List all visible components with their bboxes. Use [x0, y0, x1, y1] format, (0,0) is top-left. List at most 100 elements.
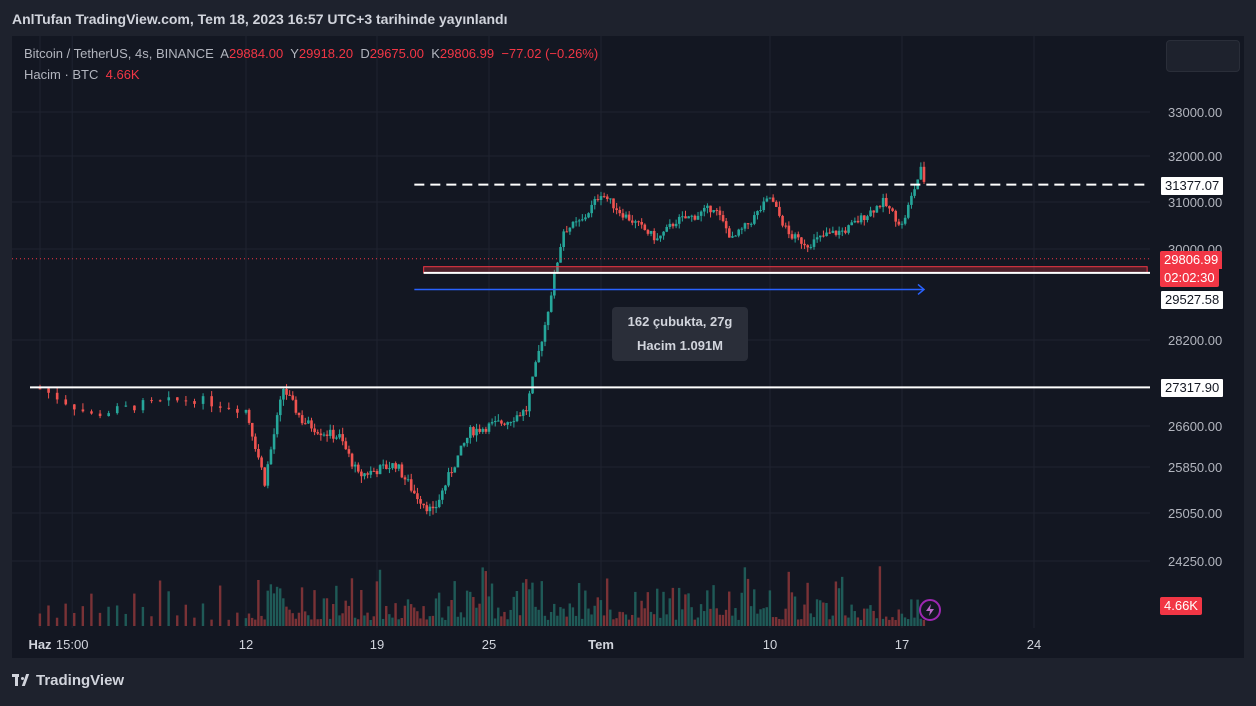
volume-bar [659, 617, 662, 626]
candle-body [481, 428, 485, 432]
volume-bar [465, 590, 469, 626]
candle-body [790, 234, 794, 239]
scale-box[interactable] [1166, 40, 1240, 72]
candle-body [167, 397, 171, 401]
volume-bar [812, 617, 816, 626]
volume-bar [753, 589, 756, 626]
volume-bar [690, 607, 693, 626]
candle-body [690, 215, 694, 217]
candle-body [107, 413, 110, 417]
volume-bar [875, 618, 878, 626]
candle-body [469, 427, 472, 438]
volume-bar [388, 614, 391, 626]
volume-bar [319, 619, 322, 626]
candle-body [718, 210, 722, 216]
candle-body [740, 228, 744, 230]
candle-body [453, 467, 457, 473]
candle-body [602, 196, 606, 198]
volume-bar [696, 617, 700, 626]
candle-body [363, 473, 366, 477]
candle-body [881, 197, 885, 208]
candle-body [712, 210, 715, 213]
candle-body [176, 397, 179, 401]
candle-body [141, 400, 145, 411]
volume-bar [840, 576, 844, 626]
volume-bar [73, 612, 76, 626]
x-tick-label: 25 [482, 637, 496, 652]
support-low-price-label[interactable]: 27317.90 [1160, 378, 1225, 398]
candle-body [565, 231, 569, 233]
volume-bar [250, 617, 254, 626]
candle-body [388, 468, 391, 470]
support-price-label[interactable]: 29527.58 [1160, 290, 1225, 310]
volume-bar [906, 619, 910, 626]
volume-bar [124, 613, 127, 626]
volume-bar [450, 599, 453, 626]
volume-bar [521, 582, 525, 626]
volume-bar [740, 592, 743, 626]
candle-body [627, 214, 631, 221]
candle-body [369, 470, 373, 475]
candle-body [341, 434, 344, 442]
volume-bar [543, 615, 547, 626]
candle-body [115, 406, 119, 414]
candle-body [847, 225, 850, 233]
candle-body [316, 432, 320, 434]
candle-body [574, 221, 578, 223]
volume-bar [718, 614, 722, 626]
candle-body [706, 205, 709, 208]
volume-bar [888, 619, 891, 626]
change-value: −77.02 (−0.26%) [501, 46, 599, 61]
resistance-price-label[interactable]: 31377.07 [1160, 176, 1225, 196]
candle-body [559, 247, 562, 263]
volume-bar [38, 613, 42, 626]
candle-body [73, 404, 76, 410]
volume-bar [699, 604, 703, 626]
volume-bar [746, 578, 750, 626]
volume-bar [715, 608, 718, 626]
candle-body [291, 395, 295, 400]
volume-bar [462, 617, 466, 626]
candle-body [47, 388, 50, 393]
candle-body [590, 204, 593, 214]
volume-label[interactable]: Hacim · BTC [24, 67, 99, 82]
candle-body [193, 401, 196, 404]
candle-body [503, 423, 506, 425]
volume-bar [413, 607, 416, 626]
candle-body [441, 490, 444, 500]
candle-body [709, 205, 712, 213]
candle-body [462, 443, 466, 446]
candle-body [260, 457, 263, 468]
y-tick-label: 32000.00 [1168, 149, 1222, 164]
candle-body [596, 199, 600, 201]
volume-bar [353, 617, 357, 626]
candle-body [456, 455, 460, 468]
volume-bar [227, 619, 230, 626]
volume-bar [913, 617, 916, 626]
open-label: A [220, 46, 229, 61]
candle-body [81, 409, 85, 412]
volume-bar [210, 619, 213, 626]
volume-bar [869, 605, 872, 626]
volume-bar [90, 593, 93, 626]
volume-bar [360, 589, 363, 626]
candle-body [571, 221, 575, 228]
candle-body [831, 230, 835, 233]
volume-bar [712, 585, 715, 626]
volume-bar [806, 582, 809, 626]
lightning-icon[interactable] [919, 599, 941, 621]
tradingview-brand[interactable]: TradingView [12, 672, 124, 689]
candle-body [850, 222, 854, 226]
candle-body [884, 197, 888, 207]
candle-body [919, 166, 923, 180]
x-tick-label: 15:00 [56, 637, 89, 652]
volume-bar [866, 608, 869, 626]
symbol-title[interactable]: Bitcoin / TetherUS, 4s, BINANCE [24, 46, 214, 61]
volume-bar [350, 578, 354, 626]
candle-body [809, 246, 813, 248]
volume-bar [771, 617, 775, 626]
volume-bar [709, 608, 712, 626]
volume-bar [571, 607, 575, 626]
candle-body [677, 216, 681, 224]
